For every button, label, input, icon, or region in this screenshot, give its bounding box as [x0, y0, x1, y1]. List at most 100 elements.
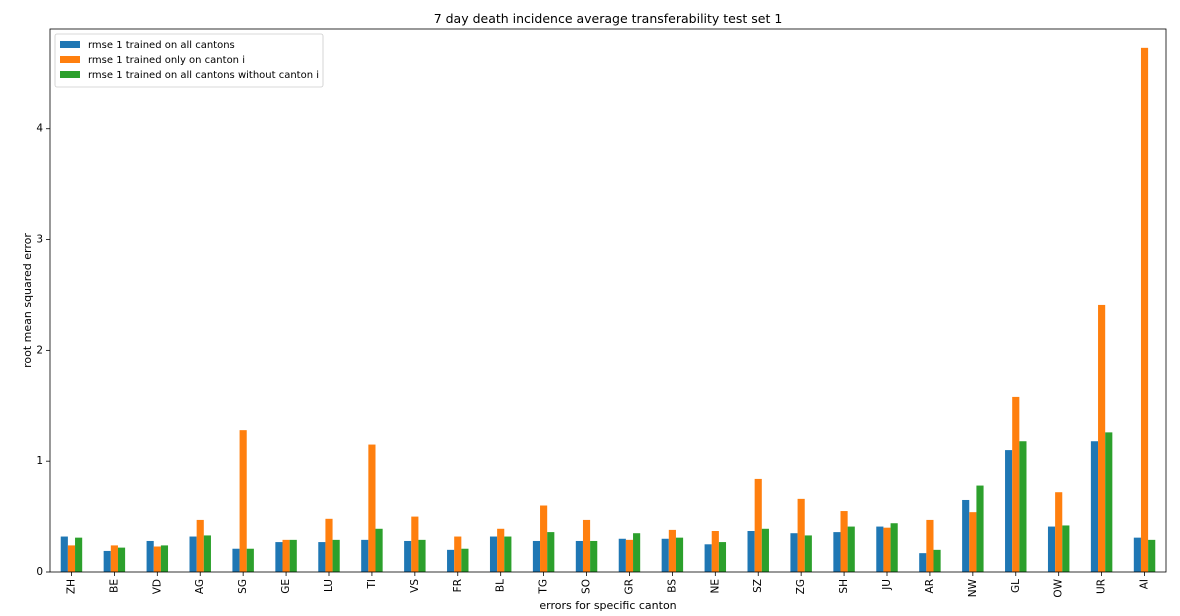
bar-ju-series-1 [876, 526, 884, 572]
y-tick-label: 2 [36, 344, 43, 356]
bar-zh-series-3 [75, 537, 83, 572]
x-tick-label: ZG [795, 579, 807, 594]
bar-bs-series-2 [668, 529, 676, 572]
bar-sh-series-3 [847, 526, 855, 572]
bar-zg-series-3 [804, 535, 812, 572]
bar-tg-series-2 [540, 505, 548, 572]
bar-zg-series-2 [797, 498, 805, 572]
bar-vs-series-2 [411, 516, 419, 572]
x-tick-label: AG [194, 579, 206, 594]
bar-bl-series-2 [497, 528, 505, 572]
x-tick-label: VS [409, 579, 421, 593]
x-tick-label: GR [623, 579, 635, 594]
legend: rmse 1 trained on all cantons rmse 1 trai… [54, 33, 324, 88]
bar-ag-series-2 [196, 519, 204, 572]
bar-ge-series-2 [282, 539, 290, 572]
y-axis: 0 1 2 3 4 [36, 123, 50, 578]
bar-ar-series-1 [919, 553, 927, 572]
bar-ar-series-3 [933, 549, 941, 572]
x-tick-label: UR [1096, 579, 1108, 594]
bar-tg-series-1 [532, 540, 541, 572]
bar-ju-series-2 [883, 527, 891, 572]
bar-ai-series-3 [1148, 539, 1156, 572]
bar-vd-series-3 [160, 545, 169, 572]
bar-fr-series-1 [447, 549, 455, 572]
legend-swatch [60, 41, 80, 48]
bar-ur-series-2 [1098, 304, 1106, 572]
bar-ow-series-1 [1047, 526, 1056, 572]
bar-tg-series-3 [547, 532, 555, 572]
bar-ge-series-1 [275, 542, 283, 572]
x-tick-label: TI [366, 579, 378, 590]
bars-layer [60, 47, 1156, 572]
bar-fr-series-3 [461, 548, 469, 572]
bar-ne-series-1 [704, 544, 712, 572]
bar-ne-series-3 [718, 542, 727, 572]
bar-ti-series-3 [375, 528, 383, 572]
x-axis: ZH BE VD AG SG GE LU TI VS FR BL TG SO GR BS NE SZ ZG SH JU… [65, 572, 1151, 598]
bar-sg-series-3 [246, 548, 254, 572]
x-tick-label: FR [452, 579, 464, 592]
bar-so-series-3 [590, 540, 598, 572]
x-tick-label: GL [1010, 579, 1022, 593]
chart-title: 7 day death incidence average transferab… [434, 11, 783, 26]
bar-ge-series-3 [289, 539, 297, 572]
x-tick-label: JU [881, 579, 893, 591]
bar-sz-series-3 [761, 528, 769, 572]
bar-gl-series-2 [1012, 396, 1020, 572]
legend-label: rmse 1 trained only on canton i [88, 55, 245, 66]
x-tick-label: ZH [65, 579, 77, 594]
bar-bl-series-1 [489, 536, 498, 572]
bar-nw-series-1 [962, 499, 970, 572]
plot-frame [49, 28, 1167, 573]
bar-sg-series-2 [239, 430, 247, 572]
y-axis-label: root mean squared error [21, 233, 34, 368]
x-tick-label: TG [538, 579, 550, 595]
y-tick-label: 0 [36, 566, 43, 578]
y-tick-label: 1 [36, 455, 43, 467]
bar-ar-series-2 [926, 519, 934, 572]
bar-gr-series-1 [618, 538, 626, 572]
x-tick-label: SZ [752, 579, 764, 593]
bar-ti-series-2 [368, 444, 376, 572]
bar-gr-series-3 [633, 533, 641, 572]
bar-sz-series-1 [747, 531, 755, 572]
bar-lu-series-3 [332, 539, 340, 572]
bar-ti-series-1 [361, 539, 369, 572]
x-tick-label: NE [709, 579, 721, 594]
bar-ow-series-3 [1062, 525, 1070, 572]
bar-ur-series-1 [1090, 441, 1099, 572]
x-tick-label: AI [1139, 579, 1151, 589]
bar-ai-series-2 [1140, 47, 1149, 572]
bar-ju-series-3 [890, 523, 898, 572]
bar-sh-series-1 [833, 532, 841, 572]
bar-so-series-2 [582, 519, 591, 572]
bar-bs-series-1 [661, 538, 669, 572]
bar-vd-series-2 [153, 546, 161, 572]
x-tick-label: SG [237, 579, 249, 594]
bar-sg-series-1 [232, 548, 240, 572]
bar-be-series-2 [110, 545, 118, 572]
bar-bs-series-3 [675, 537, 684, 572]
x-tick-label: VD [151, 579, 163, 594]
legend-label: rmse 1 trained on all cantons without ca… [88, 70, 319, 81]
x-tick-label: LU [323, 579, 335, 592]
bar-lu-series-1 [318, 542, 326, 572]
bar-ag-series-3 [203, 535, 211, 572]
bar-ai-series-1 [1133, 537, 1141, 572]
bar-ne-series-2 [711, 531, 719, 572]
bar-fr-series-2 [454, 536, 462, 572]
x-tick-label: SO [581, 579, 593, 594]
bar-lu-series-2 [325, 518, 333, 572]
bar-gr-series-2 [625, 539, 634, 572]
bar-so-series-1 [575, 540, 583, 572]
y-tick-label: 3 [36, 234, 43, 246]
x-tick-label: BL [495, 579, 507, 592]
x-tick-label: SH [838, 579, 850, 594]
bar-ur-series-3 [1105, 432, 1113, 572]
bar-vs-series-1 [404, 540, 412, 572]
bar-nw-series-3 [976, 485, 984, 572]
bar-bl-series-3 [504, 536, 512, 572]
